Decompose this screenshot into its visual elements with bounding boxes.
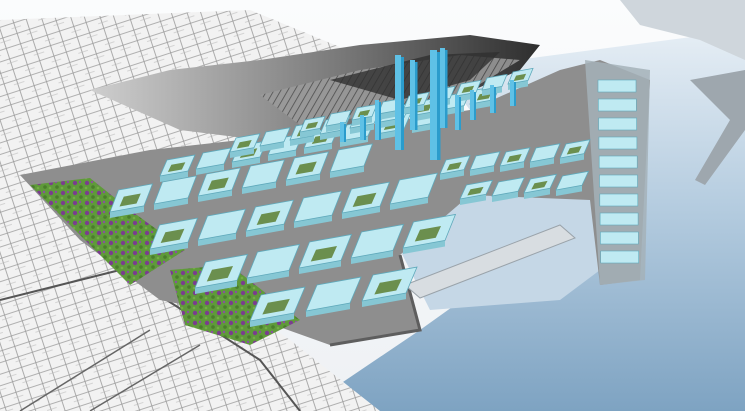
courtyard-building bbox=[350, 223, 405, 264]
green-park bbox=[70, 210, 185, 285]
courtyard-building bbox=[341, 181, 391, 219]
pier-building bbox=[599, 212, 639, 226]
far-pier bbox=[690, 70, 745, 185]
causeway-bridge bbox=[404, 224, 576, 299]
courtyard-building bbox=[402, 213, 457, 254]
courtyard-building bbox=[249, 286, 306, 327]
courtyard-building bbox=[555, 170, 590, 196]
tower bbox=[340, 122, 346, 142]
towers bbox=[340, 48, 516, 160]
tower bbox=[410, 60, 418, 130]
courtyard-building bbox=[469, 151, 501, 176]
pier-strip bbox=[585, 60, 650, 285]
courtyard-building bbox=[293, 190, 343, 228]
courtyard-building bbox=[491, 176, 526, 202]
courtyard-building bbox=[559, 139, 591, 164]
pier-building bbox=[599, 193, 639, 207]
tower bbox=[375, 100, 381, 140]
courtyard-building bbox=[194, 253, 249, 294]
courtyard-building bbox=[298, 233, 353, 274]
courtyard-building bbox=[195, 147, 232, 175]
courtyard-building bbox=[246, 243, 301, 284]
pier-building bbox=[598, 117, 637, 131]
pier-building bbox=[598, 155, 638, 169]
tower bbox=[440, 48, 448, 128]
courtyard-building bbox=[299, 115, 326, 138]
tower bbox=[395, 55, 404, 150]
courtyard-building bbox=[241, 159, 286, 194]
tower bbox=[510, 80, 516, 106]
courtyard-building bbox=[153, 175, 198, 210]
tower bbox=[470, 90, 476, 120]
green-park bbox=[30, 178, 130, 225]
courtyard-building bbox=[459, 179, 494, 205]
tower bbox=[490, 85, 496, 113]
courtyard-building bbox=[361, 266, 418, 307]
courtyard-building bbox=[149, 217, 199, 255]
pier-building bbox=[599, 174, 638, 188]
tower bbox=[430, 50, 441, 160]
courtyard-building bbox=[329, 143, 374, 178]
distant-coast bbox=[620, 0, 745, 60]
courtyard-building bbox=[109, 183, 154, 218]
courtyard-building bbox=[259, 127, 291, 152]
pier-building bbox=[598, 136, 638, 150]
pier-building bbox=[600, 250, 640, 264]
pier-building bbox=[597, 98, 637, 112]
tower bbox=[455, 95, 461, 130]
courtyard-building bbox=[229, 133, 261, 158]
courtyard-building bbox=[245, 199, 295, 237]
map-road bbox=[19, 329, 201, 411]
courtyard-building bbox=[439, 155, 471, 180]
courtyard-building bbox=[507, 67, 534, 90]
courtyard-building bbox=[305, 276, 362, 317]
pier-building bbox=[600, 231, 639, 245]
courtyard-building bbox=[523, 173, 558, 199]
courtyard-building bbox=[389, 172, 439, 210]
courtyard-building bbox=[285, 151, 330, 186]
pier-building bbox=[597, 79, 637, 93]
courtyard-building bbox=[197, 208, 247, 246]
courtyard-building bbox=[529, 143, 561, 168]
courtyard-building bbox=[159, 154, 196, 182]
tower bbox=[360, 115, 366, 140]
courtyard-building bbox=[197, 167, 242, 202]
courtyard-building bbox=[499, 147, 531, 172]
